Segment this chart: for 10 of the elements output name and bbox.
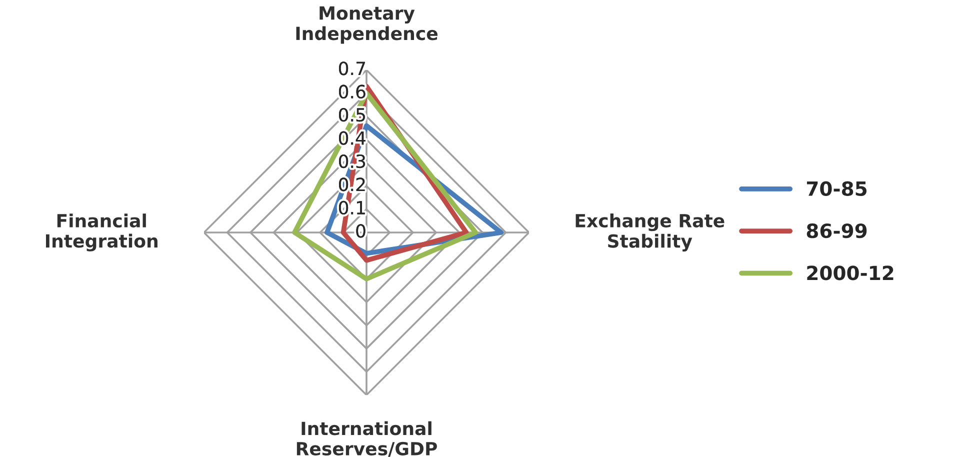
legend-label: 70-85 <box>806 181 866 196</box>
spoke-label: Exchange Rate Stability <box>576 214 724 252</box>
spoke-label: International Reserves/GDP <box>296 421 437 457</box>
y-tick-label: 0.4 <box>338 131 366 145</box>
legend-label: 2000-12 <box>807 266 894 280</box>
spoke-label: Monetary Independence <box>296 6 438 44</box>
y-tick-label: 0.7 <box>338 62 365 76</box>
spoke-label: Financial Integration <box>46 214 158 252</box>
legend-label: 86-99 <box>806 223 867 238</box>
y-tick-label: 0 <box>356 224 366 238</box>
